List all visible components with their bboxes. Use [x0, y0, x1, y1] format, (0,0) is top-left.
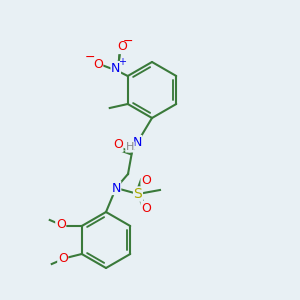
Text: O: O [93, 58, 103, 70]
Text: O: O [113, 139, 123, 152]
Text: +: + [118, 57, 126, 67]
Text: −: − [85, 50, 95, 64]
Text: O: O [117, 40, 127, 53]
Text: O: O [56, 218, 66, 232]
Text: N: N [132, 136, 142, 148]
Text: H: H [126, 142, 134, 152]
Text: N: N [111, 182, 121, 194]
Text: S: S [134, 187, 142, 201]
Text: N: N [111, 61, 120, 74]
Text: −: − [122, 34, 133, 47]
Text: O: O [58, 253, 68, 266]
Text: O: O [141, 173, 151, 187]
Text: O: O [141, 202, 151, 214]
